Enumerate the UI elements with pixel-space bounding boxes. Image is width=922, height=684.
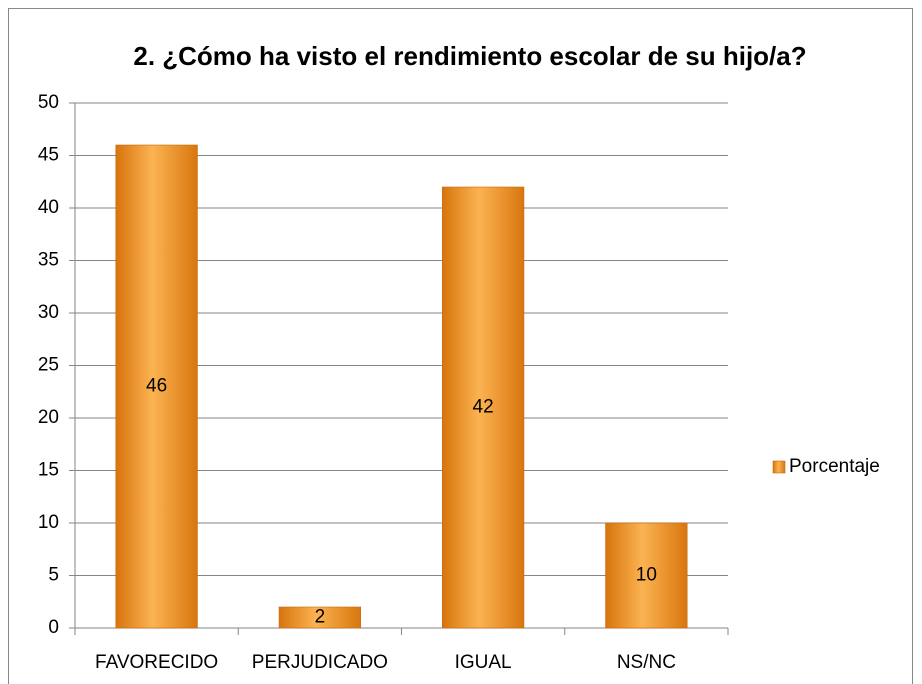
data-label: 10 (636, 565, 657, 586)
chart-title: 2. ¿Cómo ha visto el rendimiento escolar… (133, 41, 806, 71)
bar (605, 522, 688, 629)
y-tick-label: 5 (48, 565, 59, 586)
y-tick-label: 0 (48, 617, 59, 638)
bar (442, 186, 525, 629)
x-tick-label: IGUAL (455, 652, 512, 673)
data-label: 2 (315, 607, 326, 628)
y-tick-label: 15 (38, 460, 59, 481)
bar (278, 606, 361, 629)
y-tick-label: 20 (38, 407, 59, 428)
legend-label: Porcentaje (789, 456, 880, 477)
legend-swatch (772, 460, 786, 474)
x-tick-label: FAVORECIDO (95, 652, 218, 673)
data-label: 46 (146, 376, 167, 397)
x-tick-label: PERJUDICADO (252, 652, 388, 673)
y-tick-label: 35 (38, 250, 59, 271)
y-tick-label: 50 (38, 92, 59, 113)
y-tick-label: 40 (38, 197, 59, 218)
x-tick-label: NS/NC (617, 652, 676, 673)
y-tick-label: 25 (38, 355, 59, 376)
y-tick-label: 10 (38, 512, 59, 533)
y-tick-label: 45 (38, 145, 59, 166)
y-tick-label: 30 (38, 302, 59, 323)
data-label: 42 (473, 397, 494, 418)
bar (115, 144, 198, 629)
